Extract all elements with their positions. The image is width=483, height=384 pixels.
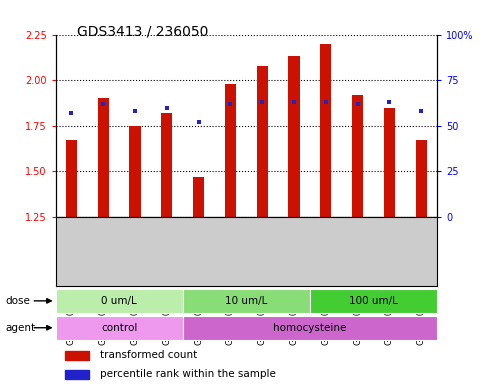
- FancyBboxPatch shape: [183, 289, 310, 313]
- Bar: [256, 66, 268, 217]
- Bar: [416, 141, 427, 217]
- FancyBboxPatch shape: [183, 316, 437, 340]
- Bar: [65, 351, 89, 360]
- Text: percentile rank within the sample: percentile rank within the sample: [99, 369, 275, 379]
- Bar: [288, 56, 299, 217]
- Text: 0 um/L: 0 um/L: [101, 296, 137, 306]
- Bar: [384, 108, 395, 217]
- Text: agent: agent: [6, 323, 36, 333]
- Bar: [193, 177, 204, 217]
- Bar: [320, 44, 331, 217]
- Bar: [66, 141, 77, 217]
- Text: dose: dose: [6, 296, 31, 306]
- Bar: [65, 370, 89, 379]
- Text: transformed count: transformed count: [99, 350, 197, 360]
- FancyBboxPatch shape: [56, 289, 183, 313]
- Bar: [129, 126, 141, 217]
- Text: 100 um/L: 100 um/L: [349, 296, 398, 306]
- FancyBboxPatch shape: [310, 289, 437, 313]
- Bar: [98, 98, 109, 217]
- Bar: [225, 84, 236, 217]
- Bar: [352, 95, 363, 217]
- FancyBboxPatch shape: [56, 316, 183, 340]
- Text: GDS3413 / 236050: GDS3413 / 236050: [77, 25, 209, 39]
- Bar: [161, 113, 172, 217]
- Text: homocysteine: homocysteine: [273, 323, 347, 333]
- Text: 10 um/L: 10 um/L: [225, 296, 268, 306]
- Text: control: control: [101, 323, 137, 333]
